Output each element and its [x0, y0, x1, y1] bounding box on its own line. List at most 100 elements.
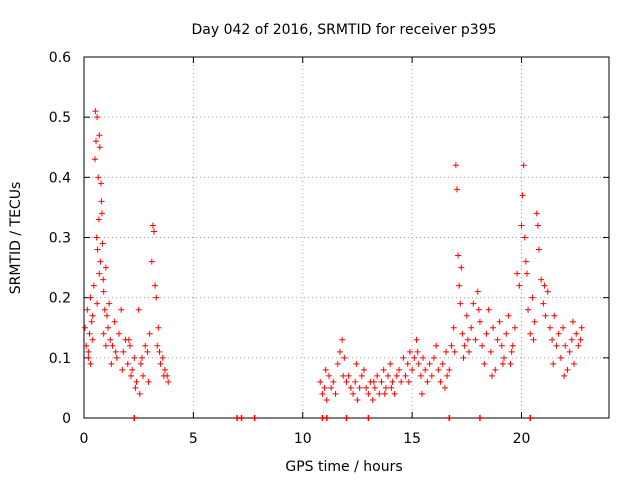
chart-title: Day 042 of 2016, SRMTID for receiver p39… [191, 22, 496, 38]
data-point [494, 336, 501, 343]
data-point [551, 312, 558, 319]
data-point [578, 324, 585, 331]
data-point [96, 270, 103, 277]
data-point [458, 264, 465, 271]
data-point [444, 372, 451, 379]
data-point [382, 384, 389, 391]
data-point [396, 366, 402, 373]
data-point [334, 360, 341, 367]
data-point [136, 390, 143, 397]
data-point [448, 342, 455, 349]
data-point [112, 348, 119, 355]
data-point [94, 114, 101, 121]
data-point [546, 324, 553, 331]
data-point [105, 324, 112, 331]
data-point [156, 348, 163, 355]
data-point [387, 360, 394, 367]
data-point [455, 252, 462, 259]
data-point [161, 366, 168, 373]
data-point [155, 324, 162, 331]
data-point [555, 330, 562, 337]
data-point [415, 360, 422, 367]
data-point [154, 342, 161, 349]
data-point [498, 342, 505, 349]
data-point [457, 300, 464, 307]
data-point [145, 378, 152, 385]
data-point [424, 378, 431, 385]
data-point [125, 336, 132, 343]
data-point [326, 372, 332, 379]
data-point [142, 342, 149, 349]
data-point [441, 384, 448, 391]
data-point [98, 180, 105, 187]
data-point [339, 336, 346, 343]
data-point [503, 330, 510, 337]
data-point [107, 336, 114, 343]
data-point [85, 354, 92, 361]
data-point [470, 300, 477, 307]
data-point [128, 372, 135, 379]
data-point [388, 384, 395, 391]
data-point [398, 378, 405, 385]
data-point [330, 378, 337, 385]
data-point [354, 396, 361, 403]
data-point [93, 138, 100, 145]
data-point [577, 336, 584, 343]
data-point [101, 306, 108, 313]
data-point [561, 372, 568, 379]
data-point [406, 348, 413, 355]
data-point [340, 372, 347, 379]
x-tick-label: 0 [80, 431, 89, 447]
data-point [516, 282, 523, 289]
data-point [426, 360, 433, 367]
data-point [92, 108, 99, 115]
zero-marker [238, 415, 245, 421]
data-point [100, 330, 107, 337]
data-point [94, 246, 101, 253]
data-point [391, 390, 398, 397]
data-point [414, 348, 421, 355]
data-point [501, 354, 507, 361]
data-point [509, 342, 516, 349]
data-point [347, 384, 354, 391]
data-point [485, 306, 492, 313]
data-point [99, 240, 106, 247]
data-point [345, 372, 352, 379]
data-point [508, 348, 515, 355]
data-point [496, 318, 503, 325]
data-point [321, 384, 328, 391]
data-point [511, 324, 518, 331]
data-point [456, 282, 463, 289]
zero-marker [251, 415, 258, 421]
data-point [475, 306, 482, 313]
data-point [102, 342, 109, 349]
data-point [573, 330, 580, 337]
data-point [159, 354, 166, 361]
data-point [100, 288, 107, 295]
data-point [97, 258, 104, 265]
data-point [129, 366, 136, 373]
data-point [404, 360, 411, 367]
data-point [519, 192, 526, 199]
data-point [341, 354, 348, 361]
zero-marker [131, 415, 138, 421]
data-point [98, 210, 105, 217]
data-point [402, 372, 409, 379]
data-point [550, 360, 557, 367]
data-points [82, 108, 585, 403]
data-point [446, 366, 453, 373]
data-point [499, 360, 506, 367]
data-point [534, 222, 541, 229]
data-point [531, 318, 538, 325]
data-point [529, 294, 536, 301]
data-point [413, 336, 420, 343]
data-point [376, 390, 383, 397]
zero-marker [527, 415, 534, 421]
data-point [566, 348, 573, 355]
x-tick-label: 15 [403, 431, 421, 447]
data-point [157, 360, 164, 367]
data-point [98, 198, 105, 205]
data-point [148, 258, 155, 265]
data-point [389, 378, 396, 385]
data-point [322, 366, 329, 373]
